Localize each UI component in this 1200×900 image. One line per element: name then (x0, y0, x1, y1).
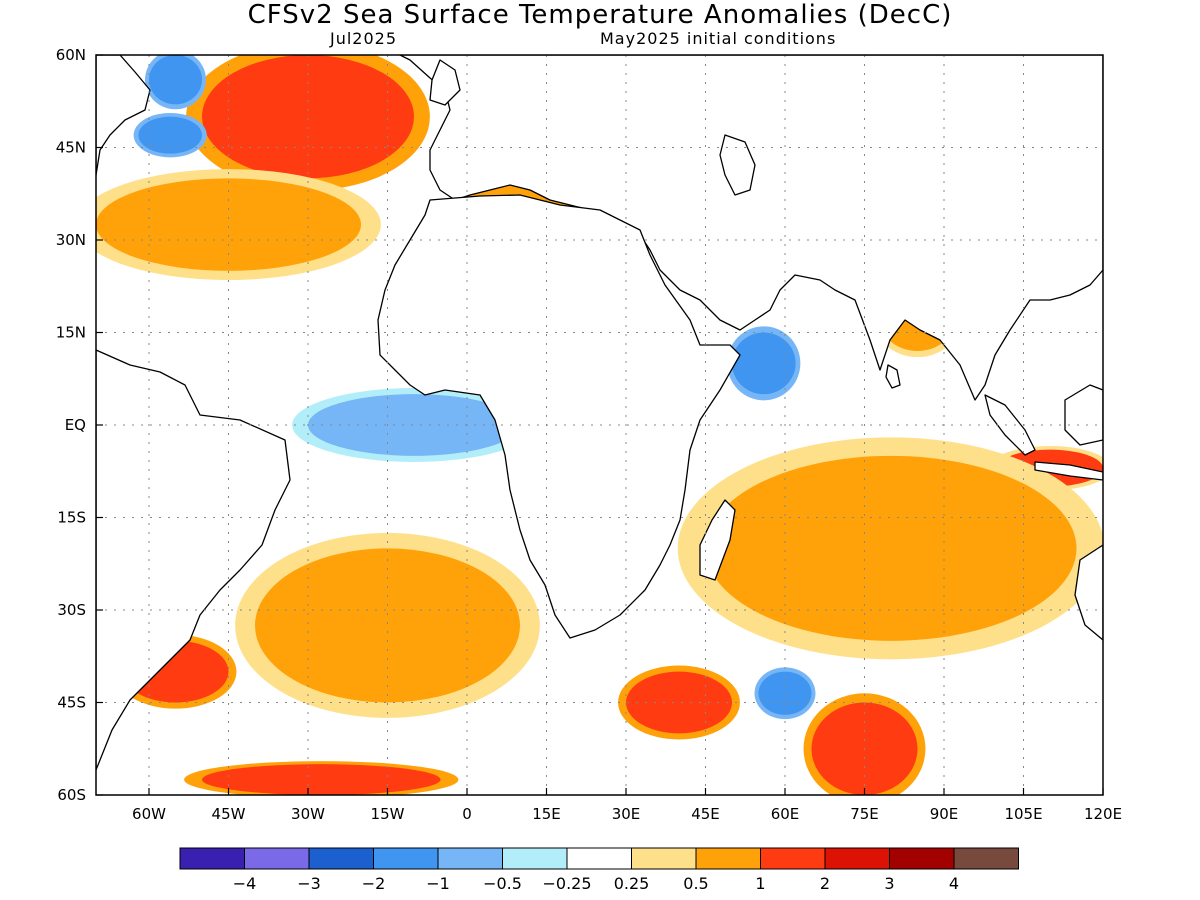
y-tick-label: 30N (56, 231, 86, 249)
colorbar-label: 3 (884, 874, 894, 893)
land-caspian-sea (719, 134, 756, 196)
y-tick-label: 45N (56, 139, 86, 157)
x-tick-label: 75E (850, 805, 879, 823)
x-tick-label: 45E (691, 805, 720, 823)
land-sumatra (984, 394, 1036, 456)
lat-lon-grid (96, 55, 1103, 795)
x-tick-label: 90E (930, 805, 959, 823)
anomaly-region (758, 671, 812, 715)
land-java (1034, 461, 1103, 481)
colorbar-label: −0.25 (542, 874, 591, 893)
colorbar-swatch (244, 847, 310, 870)
colorbar-swatch (308, 847, 374, 870)
colorbar-label: 1 (755, 874, 765, 893)
x-tick-label: 105E (1004, 805, 1042, 823)
anomaly-region (255, 548, 520, 703)
anomaly-region (149, 55, 202, 105)
colorbar-swatch (437, 847, 503, 870)
colorbar-swatch (824, 847, 890, 870)
anomaly-region (308, 394, 520, 456)
x-tick-label: 60E (771, 805, 800, 823)
anomaly-region (202, 55, 414, 179)
y-tick-label: 15S (57, 509, 86, 527)
colorbar-label: 0.25 (614, 874, 650, 893)
land-europe-asia (399, 55, 1103, 401)
colorbar-swatch (889, 847, 955, 870)
colorbar-label: 4 (949, 874, 959, 893)
land-south-america (96, 349, 291, 771)
longitude-axis: 60W 45W 30W 15W 0 15E 30E 45E 60E 75E 90E 105E 120E (132, 788, 1122, 823)
colorbar-swatch (179, 847, 245, 870)
anomaly-region (138, 116, 202, 154)
land-north-america (96, 55, 151, 176)
land-australia (1074, 544, 1103, 641)
anomaly-region (96, 178, 361, 271)
land-uk (429, 59, 461, 106)
x-tick-label: 60W (132, 805, 166, 823)
x-tick-label: 15E (532, 805, 561, 823)
valid-month-label: Jul2025 (330, 29, 398, 48)
y-tick-label: 30S (57, 601, 86, 619)
x-tick-label: 15W (371, 805, 405, 823)
x-tick-label: 45W (212, 805, 246, 823)
colorbar-swatch (373, 847, 439, 870)
y-tick-label: 60N (56, 46, 86, 64)
page-title: CFSv2 Sea Surface Temperature Anomalies … (247, 0, 953, 30)
y-tick-label: 15N (56, 324, 86, 342)
colorbar-swatch (953, 847, 1019, 870)
colorbar-swatch (631, 847, 697, 870)
anomaly-region (626, 671, 732, 734)
land-sri-lanka (885, 364, 901, 389)
land-masses (96, 55, 1103, 771)
latitude-axis: 60N 45N 30N 15N EQ 15S 30S 45S 60S (56, 46, 103, 804)
y-tick-label: 45S (57, 694, 86, 712)
colorbar-label: 2 (820, 874, 830, 893)
colorbar-swatch (695, 847, 761, 870)
land-madagascar (699, 499, 736, 581)
x-tick-label: 0 (462, 805, 472, 823)
anomaly-region (202, 764, 441, 795)
anomaly-region (705, 455, 1077, 641)
colorbar-label: −1 (426, 874, 450, 893)
colorbar-swatch (760, 847, 826, 870)
anomaly-region (732, 332, 796, 395)
colorbar-label: −2 (362, 874, 386, 893)
map-plot-area (96, 55, 1103, 795)
x-tick-label: 120E (1084, 805, 1122, 823)
land-borneo (1064, 384, 1103, 446)
y-tick-label: EQ (65, 416, 86, 434)
x-tick-label: 30W (291, 805, 325, 823)
x-tick-label: 30E (612, 805, 641, 823)
colorbar-label: 0.5 (683, 874, 708, 893)
colorbar-label: −4 (233, 874, 257, 893)
land-africa (377, 194, 741, 639)
y-tick-label: 60S (57, 786, 86, 804)
colorbar-swatch (502, 847, 568, 870)
colorbar: −4 −3 −2 −1 −0.5 −0.25 0.25 0.5 1 2 3 4 (179, 847, 1019, 893)
colorbar-label: −0.5 (483, 874, 522, 893)
colorbar-swatch (566, 847, 632, 870)
init-conditions-label: May2025 initial conditions (600, 29, 837, 48)
colorbar-label: −3 (297, 874, 321, 893)
